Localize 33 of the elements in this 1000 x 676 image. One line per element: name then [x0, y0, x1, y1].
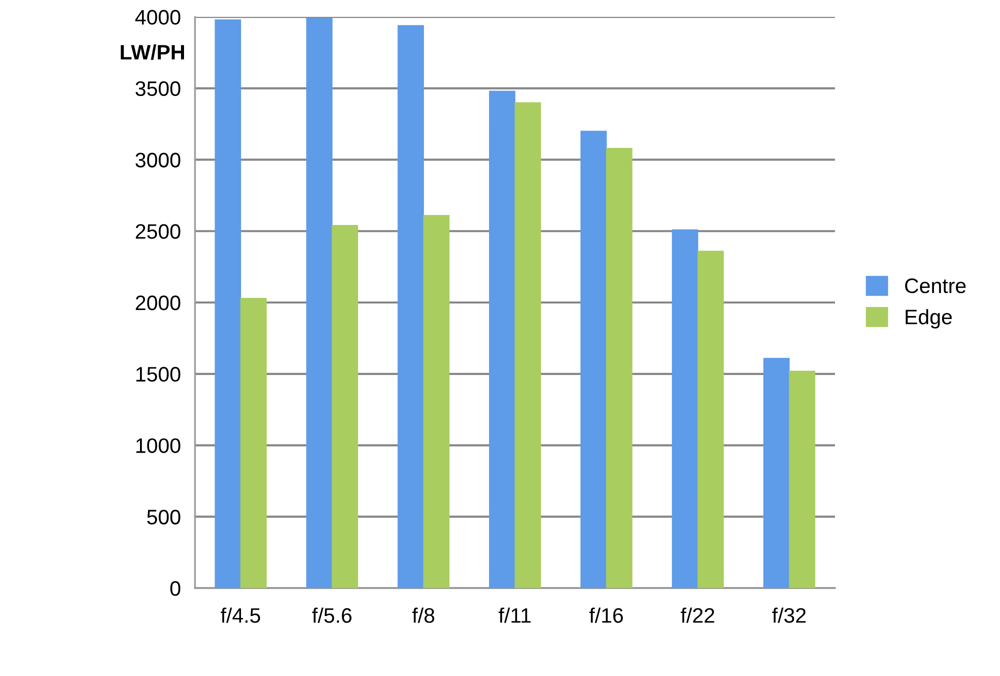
- bar: [214, 19, 242, 588]
- y-axis-title: LW/PH: [120, 44, 184, 60]
- y-tick-label: 2000: [136, 296, 180, 310]
- x-tick-label: f/8: [412, 608, 434, 623]
- x-tick-label: f/11: [498, 608, 531, 623]
- bar: [514, 102, 541, 588]
- bar: [580, 130, 607, 588]
- y-tick-label: 3500: [136, 81, 180, 96]
- x-tick-label: f/32: [772, 608, 806, 623]
- bar: [423, 215, 450, 588]
- y-tick-label: 4000: [135, 10, 180, 25]
- y-tick-label: 3000: [136, 152, 180, 168]
- y-tick-label: 500: [147, 510, 180, 524]
- bar: [698, 250, 724, 588]
- y-tick-label: 2500: [136, 224, 180, 239]
- x-tick-label: f/4.5: [220, 608, 260, 623]
- legend-label: Edge: [906, 309, 952, 328]
- bar: [763, 358, 790, 588]
- bar: [672, 229, 698, 588]
- bar: [240, 298, 267, 588]
- bar: [606, 148, 632, 588]
- x-tick-label: f/22: [680, 608, 714, 623]
- bar: [398, 25, 424, 588]
- x-tick-label: f/5.6: [312, 608, 352, 623]
- bar: [332, 225, 358, 588]
- x-tick-label: f/16: [589, 608, 623, 623]
- bar: [788, 370, 816, 588]
- y-tick-label: 1000: [136, 438, 180, 454]
- y-tick-label: 0: [170, 581, 180, 596]
- bar: [306, 18, 332, 588]
- bar: [489, 90, 516, 588]
- y-tick-label: 1500: [136, 366, 180, 382]
- legend-label: Centre: [905, 278, 966, 294]
